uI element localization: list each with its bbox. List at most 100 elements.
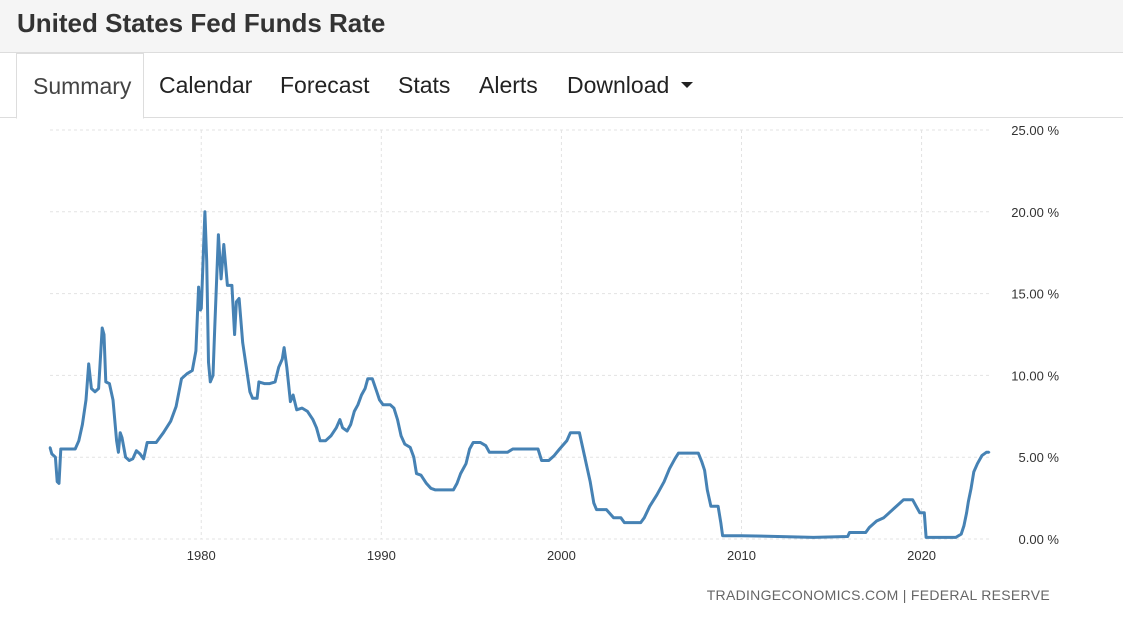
data-point <box>291 393 295 397</box>
data-point <box>194 349 198 353</box>
data-point <box>706 488 709 492</box>
data-point <box>700 460 704 464</box>
data-point <box>553 454 556 457</box>
data-point <box>241 341 244 344</box>
data-point <box>56 480 59 483</box>
data-point <box>540 459 543 462</box>
data-point <box>104 380 108 384</box>
data-point <box>962 524 966 528</box>
data-point <box>415 472 418 475</box>
data-point <box>980 454 984 457</box>
data-point <box>585 464 588 467</box>
data-point <box>972 470 975 474</box>
data-point <box>281 357 284 361</box>
data-point <box>289 400 292 403</box>
data-point <box>155 441 158 444</box>
y-tick-label: 15.00 % <box>1011 287 1059 302</box>
data-point <box>74 447 77 451</box>
data-point <box>200 307 203 310</box>
data-point <box>721 534 724 537</box>
data-point <box>425 482 428 485</box>
data-point <box>392 406 396 410</box>
data-point <box>677 451 680 455</box>
data-point <box>311 418 315 421</box>
x-tick-label: 2010 <box>727 548 756 563</box>
data-point <box>273 380 277 384</box>
data-point <box>341 426 344 429</box>
data-point <box>209 380 212 384</box>
data-point <box>389 403 392 406</box>
data-point <box>464 462 468 465</box>
data-point <box>90 387 93 390</box>
data-point <box>967 500 970 503</box>
tab-download[interactable]: Download <box>567 53 694 118</box>
data-point <box>719 521 722 524</box>
data-point <box>59 447 62 451</box>
data-point <box>846 535 849 538</box>
data-point <box>268 382 271 385</box>
data-point <box>403 442 406 446</box>
data-point <box>263 382 266 385</box>
data-point <box>595 508 598 511</box>
data-point <box>703 469 706 472</box>
data-point <box>255 397 259 400</box>
data-point <box>237 297 241 300</box>
data-point <box>318 439 322 442</box>
tab-stats[interactable]: Stats <box>398 72 451 98</box>
data-point <box>324 439 327 442</box>
data-point <box>131 457 134 460</box>
data-point <box>668 467 671 470</box>
data-point <box>84 398 88 402</box>
data-point <box>119 431 122 434</box>
data-point <box>117 451 120 454</box>
data-point <box>211 374 215 377</box>
rate-series-line <box>48 210 990 539</box>
data-point <box>409 446 412 449</box>
data-point <box>623 521 626 524</box>
source-credit: TRADINGECONOMICS.COM | FEDERAL RESERVE <box>707 587 1050 603</box>
data-point <box>108 382 111 385</box>
data-point <box>511 447 514 451</box>
y-tick-label: 25.00 % <box>1011 123 1059 138</box>
x-axis-ticks: 1980 1990 2000 2010 2020 <box>187 548 936 563</box>
data-point <box>612 516 615 519</box>
data-point <box>349 423 352 426</box>
data-point <box>353 410 356 413</box>
data-point <box>569 431 572 434</box>
data-point <box>954 536 957 539</box>
data-point <box>191 369 194 372</box>
fed-funds-rate-chart: 0.00 % 5.00 % 10.00 % 15.00 % 20.00 % 25.00 %… <box>48 123 1060 603</box>
data-point <box>120 436 124 439</box>
y-tick-label: 10.00 % <box>1011 368 1059 383</box>
tab-forecast[interactable]: Forecast <box>280 72 370 98</box>
tab-alerts[interactable]: Alerts <box>479 72 538 98</box>
data-point <box>128 459 131 462</box>
data-point <box>335 426 338 429</box>
data-point <box>875 519 878 523</box>
data-point <box>375 390 378 393</box>
data-point <box>619 516 622 519</box>
data-point <box>282 346 286 349</box>
data-point <box>468 447 471 451</box>
data-point <box>245 366 248 369</box>
data-point <box>63 447 66 451</box>
data-point <box>472 441 475 444</box>
data-point <box>915 505 918 508</box>
data-point <box>488 451 491 454</box>
data-point <box>812 536 815 539</box>
data-point <box>146 441 149 444</box>
data-point <box>356 403 360 406</box>
data-point <box>484 444 487 447</box>
tab-calendar[interactable]: Calendar <box>159 72 253 98</box>
data-point <box>378 398 381 402</box>
data-point <box>102 333 106 336</box>
data-point <box>455 482 459 485</box>
data-point <box>965 511 968 514</box>
data-point <box>976 462 979 465</box>
data-point <box>233 333 236 336</box>
y-tick-label: 5.00 % <box>1019 450 1060 465</box>
data-point <box>111 398 115 402</box>
tab-summary[interactable]: Summary <box>16 53 144 119</box>
data-point <box>306 410 309 413</box>
rate-series-points <box>48 210 991 539</box>
